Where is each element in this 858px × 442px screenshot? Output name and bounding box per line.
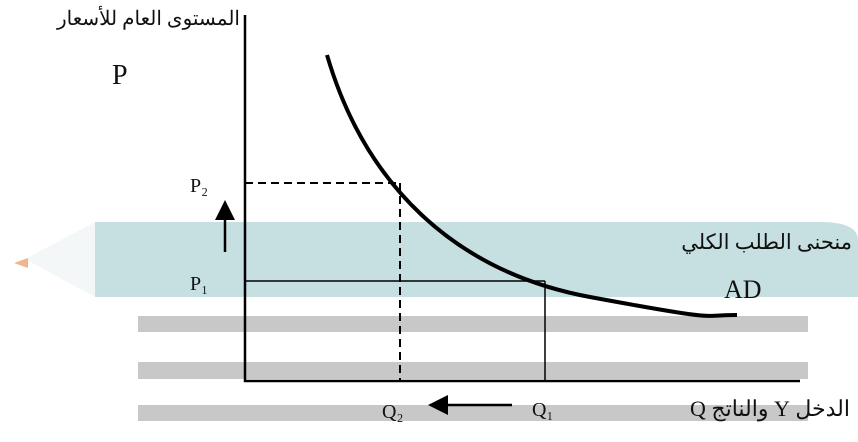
pencil-tip <box>25 222 95 297</box>
background-stripe <box>138 405 808 421</box>
price-label: P₁ <box>190 273 208 295</box>
curve-label: AD <box>724 275 762 304</box>
y-axis-title: المستوى العام للأسعار <box>56 8 240 30</box>
y-axis-symbol: P <box>112 60 128 91</box>
background-band <box>95 222 858 297</box>
pencil-point <box>14 258 28 268</box>
curve-title: منحنى الطلب الكلي <box>681 230 852 254</box>
background-stripe <box>138 316 808 332</box>
quantity-label: Q₂ <box>382 401 403 423</box>
background-stripe <box>138 362 808 379</box>
x-axis-title: الدخل Y والناتج Q <box>689 396 850 421</box>
quantity-label: Q₁ <box>532 399 553 421</box>
ad-curve <box>325 54 738 318</box>
price-label: P₂ <box>190 175 208 197</box>
